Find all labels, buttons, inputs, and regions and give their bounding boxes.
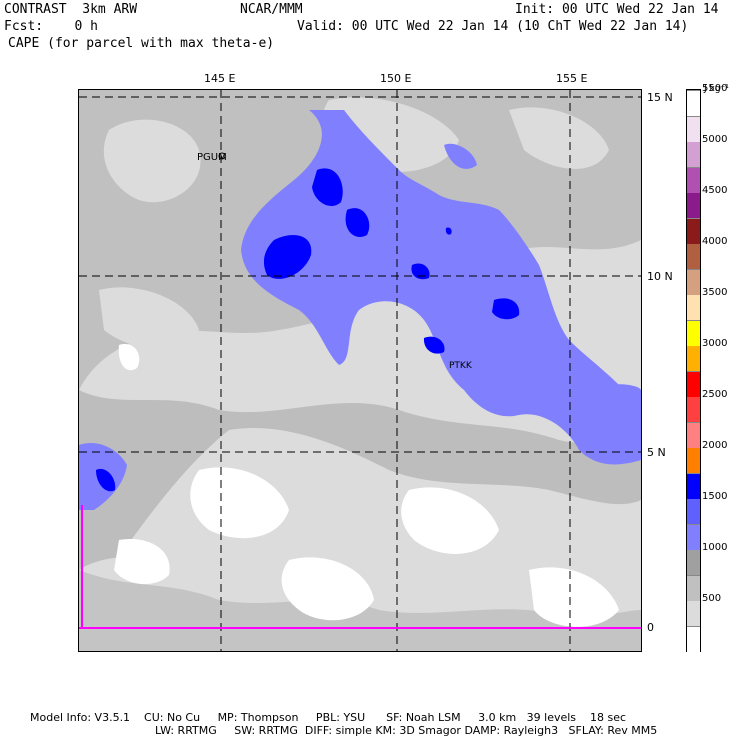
cape-map: PGUM PTKK: [78, 89, 642, 652]
colorbar-segment: [687, 625, 700, 652]
colorbar-segment: [687, 447, 700, 473]
colorbar-segment: [687, 421, 700, 448]
lat-label-5n: 5 N: [647, 446, 666, 459]
lat-label-15n: 15 N: [647, 91, 673, 104]
colorbar-segment: [687, 217, 700, 244]
cape-region-1500-2000: [411, 263, 430, 280]
colorbar-segment: [687, 396, 700, 422]
field-name: CAPE (for parcel with max theta-e): [8, 36, 275, 51]
colorbar-label: 2000: [702, 440, 728, 451]
colorbar-label: 3000: [702, 338, 728, 349]
colorbar-label: 4500: [702, 185, 728, 196]
station-ptkk: PTKK: [449, 361, 472, 371]
cape-region-1000-1500: [589, 384, 641, 441]
model-title: CONTRAST 3km ARW: [4, 2, 138, 17]
colorbar-units: J kg⁻¹: [704, 84, 729, 94]
model-info-line2: LW: RRTMG SW: RRTMG DIFF: simple KM: 3D …: [155, 724, 658, 737]
colorbar-segment: [687, 523, 700, 550]
cape-region-1500-2000: [345, 208, 370, 238]
colorbar-label: 5500: [702, 83, 728, 94]
cape-region-white: [118, 344, 140, 371]
graticule: [79, 90, 641, 651]
cape-region-white: [190, 467, 289, 539]
cape-region-light: [509, 107, 609, 169]
colorbar-segment: [687, 243, 700, 269]
cape-region-1500-2000: [445, 227, 452, 235]
init-time: Init: 00 UTC Wed 22 Jan 14: [515, 2, 719, 17]
lon-label-145: 145 E: [204, 72, 236, 85]
cape-region-1500-2000: [96, 468, 116, 492]
colorbar-segment: [687, 268, 700, 295]
cape-region-white: [401, 487, 499, 554]
colorbar-segment: [687, 472, 700, 499]
colorbar-label: 4000: [702, 236, 728, 247]
cape-region-1500-2000: [492, 298, 520, 320]
colorbar-segment: [687, 574, 700, 601]
org-label: NCAR/MMM: [240, 2, 303, 17]
cape-region-1500-2000: [312, 168, 343, 207]
lon-label-150: 150 E: [380, 72, 412, 85]
colorbar-segment: [687, 166, 700, 193]
valid-time: Valid: 00 UTC Wed 22 Jan 14 (10 ChT Wed …: [297, 19, 689, 34]
cape-region-white: [281, 557, 374, 621]
colorbar-label: 1000: [702, 542, 728, 553]
forecast-hour: Fcst: 0 h: [4, 19, 98, 34]
colorbar-label: 2500: [702, 389, 728, 400]
colorbar-segment: [687, 370, 700, 397]
cape-region-white: [114, 539, 170, 585]
colorbar-segment: [687, 192, 700, 218]
cape-region-1000-1500: [444, 143, 477, 169]
colorbar-segment: [687, 345, 700, 371]
cape-region-1500-2000: [423, 336, 445, 354]
colorbar-segment: [687, 115, 700, 142]
colorbar-label: 500: [702, 593, 722, 604]
lat-label-10n: 10 N: [647, 270, 673, 283]
cape-map-svg: [79, 90, 641, 651]
colorbar-segment: [687, 498, 700, 524]
lat-label-0: 0: [647, 621, 654, 634]
model-info-line1: Model Info: V3.5.1 CU: No Cu MP: Thompso…: [30, 711, 627, 724]
cape-region-light: [103, 119, 201, 203]
colorbar-segment: [687, 141, 700, 167]
colorbar-label: 1500: [702, 491, 728, 502]
lon-label-155: 155 E: [556, 72, 588, 85]
colorbar-segment: [687, 319, 700, 346]
colorbar-segment: [687, 600, 700, 626]
station-pgum: PGUM: [197, 152, 227, 163]
cape-region-white: [529, 567, 619, 627]
colorbar-segment: [687, 90, 700, 116]
colorbar-segment: [687, 549, 700, 575]
colorbar-label: 3500: [702, 287, 728, 298]
colorbar: [686, 89, 701, 652]
cape-region-1500-2000: [263, 235, 312, 279]
colorbar-segment: [687, 294, 700, 320]
colorbar-label: 5000: [702, 134, 728, 145]
guam-marker: [218, 152, 226, 160]
cape-region-light: [99, 287, 199, 349]
